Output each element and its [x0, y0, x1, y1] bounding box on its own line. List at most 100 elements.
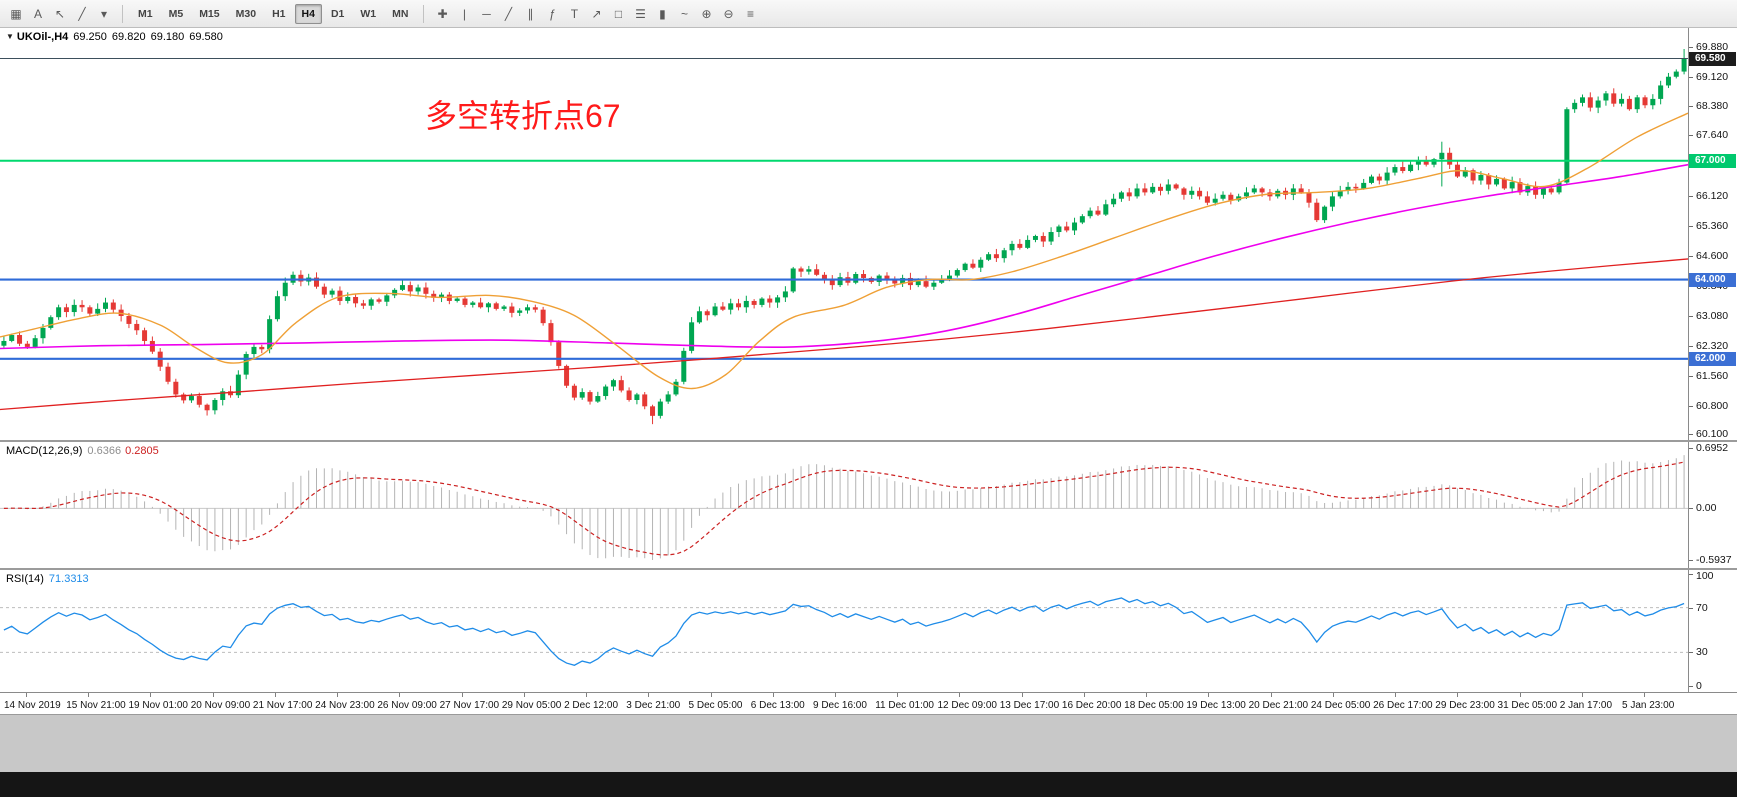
- time-axis-tick: [835, 693, 836, 697]
- trend-line-icon[interactable]: ╱: [504, 6, 513, 21]
- time-axis-label: 16 Dec 20:00: [1061, 700, 1122, 711]
- line-chart-mode-icon[interactable]: ~: [680, 6, 688, 21]
- timeframe-m5-button[interactable]: M5: [168, 7, 184, 20]
- time-axis-tick: [1332, 693, 1334, 697]
- rsi-axis-tick: [1689, 686, 1693, 687]
- rsi-plot[interactable]: RSI(14) 71.3313: [0, 570, 1688, 692]
- price-axis-tick: [1689, 195, 1693, 197]
- time-axis-label: 18 Dec 05:00: [1124, 700, 1184, 711]
- timeframe-h4-button[interactable]: H4: [294, 3, 322, 24]
- timeframe-mn-button[interactable]: MN: [392, 7, 409, 20]
- price-axis-label: 65.360: [1696, 219, 1729, 232]
- snap-grid-icon[interactable]: ▦: [10, 6, 22, 21]
- time-axis-label: 6 Dec 13:00: [750, 700, 805, 711]
- main-chart-plot[interactable]: ▼ UKOil-,H4 69.250 69.820 69.180 69.580 多空转折点…: [0, 28, 1688, 440]
- time-axis-label: 15 Nov 21:00: [66, 700, 126, 711]
- time-axis-label: 5 Jan 23:00: [1622, 700, 1675, 711]
- price-axis-tick: [1689, 106, 1693, 108]
- equidistant-channel-icon[interactable]: ∥: [527, 6, 534, 21]
- macd-axis[interactable]: 0.6952 0.00 -0.5937: [1688, 442, 1737, 568]
- time-axis-tick: [1581, 693, 1583, 697]
- time-axis-label: 27 Nov 17:00: [439, 700, 500, 711]
- toolbar-separator: [122, 4, 123, 23]
- level-62-badge: 62.000: [1689, 351, 1736, 366]
- time-axis-label: 2 Jan 17:00: [1559, 700, 1613, 711]
- time-axis-label: 24 Dec 05:00: [1310, 700, 1371, 711]
- time-axis-tick: [1146, 693, 1148, 697]
- timeframe-h1-button[interactable]: H1: [272, 7, 286, 20]
- vertical-line-icon[interactable]: |: [462, 6, 467, 21]
- rsi-indicator-svg: [0, 597, 1688, 666]
- time-axis-tick: [523, 693, 525, 697]
- text-tool-icon[interactable]: T: [570, 6, 579, 21]
- price-axis-tick: [1689, 255, 1693, 257]
- shapes-tool-icon[interactable]: □: [614, 6, 623, 21]
- candlestick-mode-icon[interactable]: ▮: [659, 6, 666, 21]
- time-axis-tick: [1083, 693, 1085, 697]
- time-axis-label: 11 Dec 01:00: [875, 700, 934, 711]
- time-axis-tick: [1208, 693, 1210, 697]
- cursor-icon[interactable]: ↖: [54, 6, 66, 21]
- price-axis-label: 62.320: [1696, 340, 1729, 353]
- horizontal-line-icon[interactable]: ─: [482, 6, 491, 21]
- time-axis-tick: [959, 693, 961, 697]
- crosshair-icon[interactable]: ✚: [437, 6, 448, 21]
- zoom-out-icon[interactable]: ⊖: [723, 6, 734, 21]
- rsi-axis-tick: [1689, 607, 1693, 609]
- price-axis-label: 69.120: [1696, 70, 1729, 83]
- panel-separator[interactable]: [0, 568, 1737, 570]
- fibonacci-retracement-icon[interactable]: ƒ: [549, 6, 556, 21]
- time-axis-tick: [897, 693, 899, 697]
- zoom-in-icon[interactable]: ⊕: [701, 6, 712, 21]
- time-axis-tick: [772, 693, 774, 697]
- time-axis-label: 26 Dec 17:00: [1373, 700, 1433, 711]
- time-axis-tick: [337, 693, 339, 697]
- timeframe-toolbar: M1 M5 M15 M30 H1 H4 D1 W1 MN: [130, 3, 416, 24]
- pen-options-caret-icon[interactable]: ▾: [100, 6, 108, 21]
- timeframe-m15-button[interactable]: M15: [199, 7, 220, 20]
- time-axis-tick: [88, 693, 90, 697]
- time-axis-tick: [648, 693, 650, 697]
- price-axis-tick: [1689, 406, 1693, 408]
- rsi-axis-label: 0: [1696, 680, 1702, 692]
- time-axis-tick: [1021, 693, 1023, 697]
- time-axis-label: 12 Dec 09:00: [937, 700, 997, 711]
- time-axis-label: 24 Nov 23:00: [315, 700, 375, 711]
- time-axis-tick: [586, 693, 588, 697]
- timeframe-m30-button[interactable]: M30: [235, 7, 257, 20]
- candlestick-chart-svg: [0, 49, 1688, 425]
- rsi-value: 71.3313: [48, 573, 89, 585]
- time-axis[interactable]: 14 Nov 2019 15 Nov 21:00 19 Nov 01:00 20 No…: [0, 692, 1737, 714]
- macd-axis-label: 0.6952: [1696, 442, 1729, 454]
- indicators-list-icon[interactable]: ≡: [746, 6, 754, 21]
- chart-tools-group: ✚ | ─ ╱ ∥ ƒ T ↗ □ ☰ ▮ ~ ⊕ ⊖ ≡: [431, 4, 761, 24]
- quote-close: 69.580: [189, 31, 223, 43]
- time-axis-tick: [1270, 693, 1272, 697]
- rsi-title: RSI(14): [6, 573, 44, 585]
- macd-panel-row: MACD(12,26,9) 0.6366 0.2805 0.6952 0.00 -0.5…: [0, 442, 1737, 568]
- macd-axis-tick: [1689, 508, 1693, 510]
- macd-axis-label: -0.5937: [1696, 554, 1732, 566]
- price-axis-tick: [1689, 376, 1693, 378]
- chart-annotation-text[interactable]: 多空转折点67: [425, 98, 621, 134]
- timeframe-m1-button[interactable]: M1: [138, 7, 153, 20]
- text-annotation-icon[interactable]: A: [33, 6, 42, 21]
- time-axis-label: 31 Dec 05:00: [1497, 700, 1558, 711]
- one-click-trading-arrow-icon[interactable]: ▼: [6, 32, 14, 41]
- price-axis-tick: [1689, 76, 1693, 78]
- bar-chart-mode-icon[interactable]: ☰: [635, 6, 646, 21]
- toolbar-separator: [423, 4, 425, 23]
- main-price-axis[interactable]: 69.88069.12068.38067.64066.88066.12065.3…: [1688, 28, 1737, 440]
- bid-price-badge: 69.580: [1689, 51, 1736, 66]
- quote-open: 69.250: [73, 31, 107, 43]
- macd-plot[interactable]: MACD(12,26,9) 0.6366 0.2805: [0, 442, 1688, 568]
- arrow-tool-icon[interactable]: ↗: [591, 6, 602, 21]
- pen-icon[interactable]: ╱: [78, 6, 86, 21]
- timeframe-d1-button[interactable]: D1: [330, 7, 345, 20]
- panel-separator[interactable]: [0, 440, 1737, 442]
- rsi-axis[interactable]: 100 70 30 0: [1688, 570, 1737, 692]
- rsi-axis-tick: [1689, 574, 1693, 575]
- timeframe-w1-button[interactable]: W1: [360, 7, 377, 20]
- time-axis-tick: [274, 693, 276, 697]
